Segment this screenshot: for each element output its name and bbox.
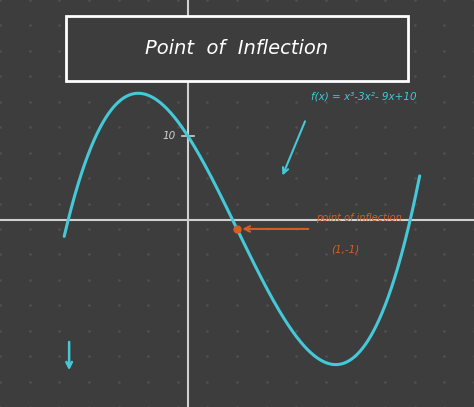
Text: 10: 10 (162, 131, 175, 141)
Text: (1,-1): (1,-1) (331, 244, 359, 254)
Text: f(x) = x³-3x²- 9x+10: f(x) = x³-3x²- 9x+10 (311, 92, 417, 102)
Text: point of inflection: point of inflection (316, 213, 402, 223)
Text: Point  of  Inflection: Point of Inflection (146, 39, 328, 58)
